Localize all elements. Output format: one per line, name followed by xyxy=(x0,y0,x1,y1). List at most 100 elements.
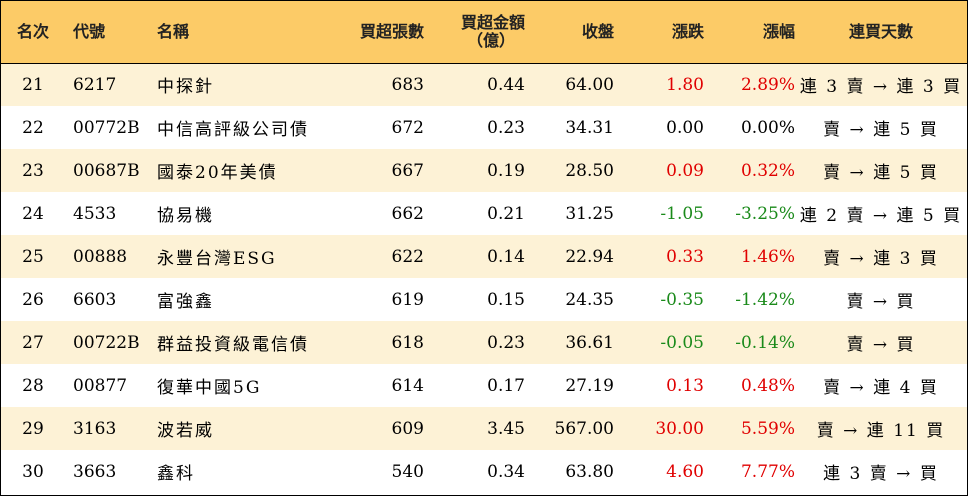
cell-net-buy-amount: 0.17 xyxy=(487,375,525,396)
cell-rank: 28 xyxy=(22,375,44,396)
cell-net-buy-volume: 618 xyxy=(391,332,424,353)
table-row[interactable]: 24 4533 協易機 662 0.21 31.25 -1.05 -3.25% 連 2 賣 → … xyxy=(1,192,967,235)
cell-change: -0.35 xyxy=(660,289,704,310)
cell-change-pct: 7.77% xyxy=(740,461,795,482)
cell-stock-name: 中信高評級公司債 xyxy=(157,120,309,140)
cell-net-buy-volume: 609 xyxy=(391,418,424,439)
cell-code: 00722B xyxy=(73,332,140,353)
cell-stock-name: 鑫科 xyxy=(157,464,195,484)
cell-close: 28.50 xyxy=(565,160,614,181)
cell-close: 64.00 xyxy=(565,74,614,95)
cell-rank: 29 xyxy=(22,418,44,439)
cell-net-buy-amount: 0.15 xyxy=(487,289,525,310)
cell-change: -0.05 xyxy=(660,332,704,353)
cell-consecutive-buy-days: 賣 → 買 xyxy=(846,292,916,312)
table-row[interactable]: 27 00722B 群益投資級電信債 618 0.23 36.61 -0.05 -0.14% 賣… xyxy=(1,321,967,364)
cell-code: 00687B xyxy=(73,160,140,181)
table-row[interactable]: 25 00888 永豐台灣ESG 622 0.14 22.94 0.33 1.46% 賣 → 連… xyxy=(1,235,967,278)
cell-rank: 23 xyxy=(22,160,44,181)
cell-net-buy-amount: 3.45 xyxy=(487,418,525,439)
cell-net-buy-volume: 540 xyxy=(391,461,424,482)
cell-code: 6603 xyxy=(73,289,117,310)
cell-close: 24.35 xyxy=(565,289,614,310)
header-consecutive-buy-days[interactable]: 連買天數 xyxy=(848,21,913,41)
table-header-row: 名次 代號 名稱 買超張數 買超金額 （億） 收盤 漲跌 漲幅 連買天數 xyxy=(1,1,967,63)
header-net-buy-amount-line1: 買超金額 xyxy=(460,12,525,32)
cell-net-buy-volume: 614 xyxy=(391,375,424,396)
cell-change: 0.33 xyxy=(666,246,704,267)
cell-net-buy-amount: 0.23 xyxy=(487,117,525,138)
cell-change-pct: -3.25% xyxy=(735,203,795,224)
header-net-buy-amount[interactable]: 買超金額 （億） xyxy=(424,1,525,63)
table-row[interactable]: 26 6603 富強鑫 619 0.15 24.35 -0.35 -1.42% 賣 → 買 xyxy=(1,278,967,321)
cell-rank: 30 xyxy=(22,461,44,482)
cell-change-pct: 0.32% xyxy=(740,160,795,181)
cell-change: 0.09 xyxy=(666,160,704,181)
header-change-pct[interactable]: 漲幅 xyxy=(762,21,795,41)
table-row[interactable]: 21 6217 中探針 683 0.44 64.00 1.80 2.89% 連 3 賣 → 連 … xyxy=(1,63,967,106)
table-row[interactable]: 22 00772B 中信高評級公司債 672 0.23 34.31 0.00 0.00% 賣 →… xyxy=(1,106,967,149)
cell-consecutive-buy-days: 連 3 賣 → 連 3 買 xyxy=(799,77,963,98)
cell-close: 34.31 xyxy=(565,117,614,138)
header-rank[interactable]: 名次 xyxy=(16,21,49,41)
cell-net-buy-volume: 672 xyxy=(391,117,424,138)
cell-consecutive-buy-days: 賣 → 連 5 買 xyxy=(823,120,939,140)
header-net-buy-volume[interactable]: 買超張數 xyxy=(359,21,424,41)
cell-change-pct: -0.14% xyxy=(735,332,795,353)
cell-rank: 21 xyxy=(22,74,44,95)
cell-stock-name: 永豐台灣ESG xyxy=(157,249,277,269)
cell-code: 3663 xyxy=(73,461,117,482)
header-close[interactable]: 收盤 xyxy=(581,21,614,41)
header-name[interactable]: 名稱 xyxy=(157,21,190,41)
header-net-buy-amount-unit: （億） xyxy=(466,30,515,50)
cell-consecutive-buy-days: 賣 → 連 5 買 xyxy=(823,163,939,183)
cell-change-pct: 5.59% xyxy=(740,418,795,439)
cell-code: 4533 xyxy=(73,203,117,224)
cell-stock-name: 協易機 xyxy=(157,206,214,226)
cell-rank: 22 xyxy=(22,117,44,138)
cell-consecutive-buy-days: 連 2 賣 → 連 5 買 xyxy=(799,206,963,226)
cell-change: 4.60 xyxy=(666,461,704,482)
table-row[interactable]: 28 00877 復華中國5G 614 0.17 27.19 0.13 0.48% 賣 → 連 … xyxy=(1,364,967,407)
cell-consecutive-buy-days: 賣 → 連 11 買 xyxy=(816,421,946,441)
cell-change-pct: 1.46% xyxy=(740,246,795,267)
header-code[interactable]: 代號 xyxy=(73,21,106,41)
cell-close: 567.00 xyxy=(554,418,614,439)
cell-rank: 26 xyxy=(22,289,44,310)
cell-rank: 24 xyxy=(22,203,44,224)
table-body: 21 6217 中探針 683 0.44 64.00 1.80 2.89% 連 3 賣 → 連 … xyxy=(1,63,967,493)
cell-consecutive-buy-days: 賣 → 連 3 買 xyxy=(823,249,939,269)
cell-close: 22.94 xyxy=(565,246,614,267)
cell-change-pct: -1.42% xyxy=(735,289,795,310)
cell-stock-name: 復華中國5G xyxy=(157,378,262,398)
cell-net-buy-volume: 683 xyxy=(391,74,424,95)
cell-stock-name: 群益投資級電信債 xyxy=(157,335,309,355)
cell-change: 30.00 xyxy=(655,418,704,439)
cell-change-pct: 0.48% xyxy=(740,375,795,396)
cell-net-buy-amount: 0.14 xyxy=(487,246,525,267)
cell-net-buy-volume: 622 xyxy=(391,246,424,267)
cell-net-buy-volume: 662 xyxy=(391,203,424,224)
cell-change: -1.05 xyxy=(660,203,704,224)
cell-stock-name: 波若威 xyxy=(157,421,214,441)
table-row[interactable]: 30 3663 鑫科 540 0.34 63.80 4.60 7.77% 連 3 賣 → 買 xyxy=(1,450,967,493)
cell-stock-name: 國泰20年美債 xyxy=(157,163,278,183)
cell-code: 3163 xyxy=(73,418,117,439)
cell-close: 27.19 xyxy=(565,375,614,396)
cell-rank: 25 xyxy=(22,246,44,267)
cell-stock-name: 富強鑫 xyxy=(157,292,214,312)
cell-code: 6217 xyxy=(73,74,117,95)
header-change[interactable]: 漲跌 xyxy=(671,21,704,41)
cell-change-pct: 2.89% xyxy=(740,74,795,95)
table-row[interactable]: 23 00687B 國泰20年美債 667 0.19 28.50 0.09 0.32% 賣 → … xyxy=(1,149,967,192)
cell-net-buy-amount: 0.21 xyxy=(487,203,525,224)
cell-code: 00772B xyxy=(73,117,140,138)
cell-net-buy-amount: 0.34 xyxy=(487,461,525,482)
table-row[interactable]: 29 3163 波若威 609 3.45 567.00 30.00 5.59% 賣 → 連 11… xyxy=(1,407,967,450)
cell-net-buy-amount: 0.44 xyxy=(487,74,525,95)
cell-net-buy-volume: 667 xyxy=(391,160,424,181)
cell-code: 00888 xyxy=(73,246,128,267)
cell-close: 31.25 xyxy=(565,203,614,224)
